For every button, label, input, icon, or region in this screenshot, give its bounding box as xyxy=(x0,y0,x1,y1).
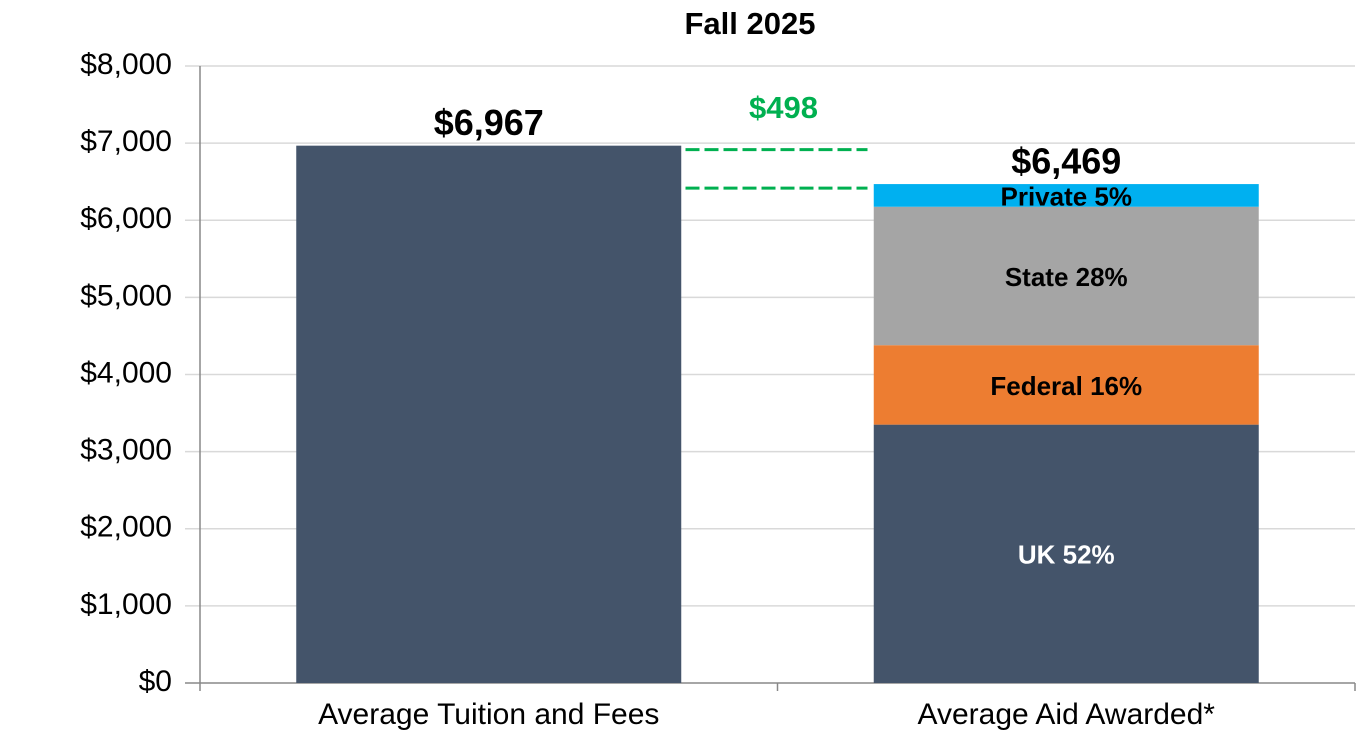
x-tick-label: Average Aid Awarded* xyxy=(918,698,1216,731)
bar-segment xyxy=(873,184,1259,207)
segment-label: Private 5% xyxy=(1000,181,1132,211)
total-label: $6,967 xyxy=(434,102,544,143)
y-tick-label: $5,000 xyxy=(80,279,172,312)
y-tick-label: $3,000 xyxy=(80,434,172,467)
segment-label: Federal 16% xyxy=(990,371,1142,401)
y-tick-label: $0 xyxy=(139,665,172,698)
y-tick-label: $7,000 xyxy=(80,125,172,158)
chart-title: Fall 2025 xyxy=(685,6,816,41)
segment-label: UK 52% xyxy=(1018,540,1115,570)
bar-segment xyxy=(296,145,682,684)
bar-segment xyxy=(873,206,1259,346)
y-tick-label: $8,000 xyxy=(80,48,172,81)
y-tick-label: $1,000 xyxy=(80,588,172,621)
bar-segment xyxy=(873,424,1259,683)
y-tick-label: $6,000 xyxy=(80,202,172,235)
y-tick-label: $4,000 xyxy=(80,356,172,389)
segment-label: State 28% xyxy=(1005,262,1128,292)
y-tick-label: $2,000 xyxy=(80,511,172,544)
total-label: $6,469 xyxy=(1011,141,1121,182)
x-tick-label: Average Tuition and Fees xyxy=(318,698,659,731)
gap-label: $498 xyxy=(749,90,818,125)
bar-segment xyxy=(873,345,1259,425)
